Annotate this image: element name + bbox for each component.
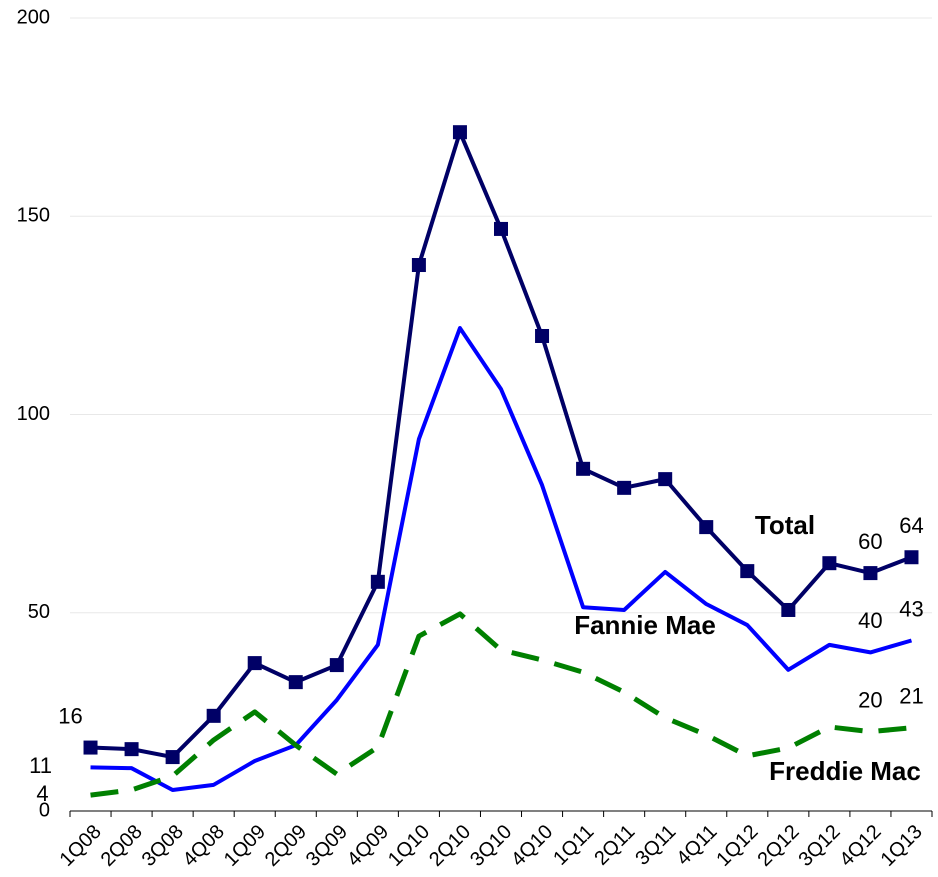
x-tick-label: 1Q08 [56, 821, 106, 871]
marker [288, 675, 303, 690]
x-tick-label: 1Q12 [712, 821, 762, 871]
series-name: Fannie Mae [574, 610, 716, 640]
x-tick-label: 3Q09 [302, 821, 352, 871]
x-tick-label: 4Q10 [507, 821, 557, 871]
marker [370, 574, 385, 589]
series-line [90, 326, 913, 792]
x-tick-label: 4Q12 [836, 821, 886, 871]
series-name: Total [755, 510, 815, 540]
x-tick-label: 1Q13 [877, 821, 927, 871]
marker [206, 708, 221, 723]
x-tick-label: 1Q10 [384, 821, 434, 871]
marker [617, 480, 632, 495]
marker [411, 258, 426, 273]
x-tick-label: 2Q12 [753, 821, 803, 871]
marker [699, 520, 714, 535]
marker [165, 750, 180, 765]
marker [494, 221, 508, 236]
marker [452, 125, 467, 140]
x-tick-label: 1Q11 [549, 821, 598, 870]
data-label: 64 [899, 513, 923, 538]
y-tick-label: 100 [17, 403, 50, 425]
x-tick-label: 4Q11 [672, 821, 721, 870]
y-tick-label: 50 [28, 601, 50, 623]
x-tick-label: 3Q08 [138, 821, 188, 871]
data-label: 60 [858, 529, 882, 554]
marker [124, 742, 139, 757]
x-tick-label: 2Q11 [590, 821, 639, 870]
x-tick-label: 4Q08 [179, 821, 229, 871]
marker [822, 556, 837, 571]
x-tick-label: 2Q08 [97, 821, 147, 871]
marker [576, 461, 591, 476]
marker [535, 328, 550, 343]
x-tick-label: 2Q10 [425, 821, 475, 871]
data-label: 11 [29, 753, 52, 778]
x-tick-label: 3Q10 [466, 821, 516, 871]
series-name: Freddie Mac [769, 756, 921, 786]
marker [740, 564, 755, 579]
marker [863, 566, 878, 581]
x-tick-label: 3Q12 [794, 821, 844, 871]
x-tick-label: 1Q09 [220, 821, 270, 871]
x-tick-label: 4Q09 [343, 821, 393, 871]
data-label: 4 [36, 781, 48, 806]
series-line [90, 611, 912, 798]
marker [658, 472, 673, 487]
marker [329, 658, 344, 673]
marker [781, 602, 796, 617]
data-label: 20 [858, 688, 882, 713]
data-label: 43 [899, 596, 923, 621]
data-label: 21 [899, 684, 923, 709]
x-tick-label: 2Q09 [261, 821, 311, 871]
marker [904, 550, 919, 565]
marker [83, 740, 98, 755]
x-tick-label: 3Q11 [631, 821, 680, 870]
y-tick-label: 0 [39, 799, 50, 821]
data-label: 16 [58, 703, 82, 728]
y-tick-label: 150 [17, 205, 50, 227]
data-label: 40 [858, 608, 882, 633]
y-tick-label: 200 [17, 6, 50, 28]
marker [247, 656, 262, 671]
